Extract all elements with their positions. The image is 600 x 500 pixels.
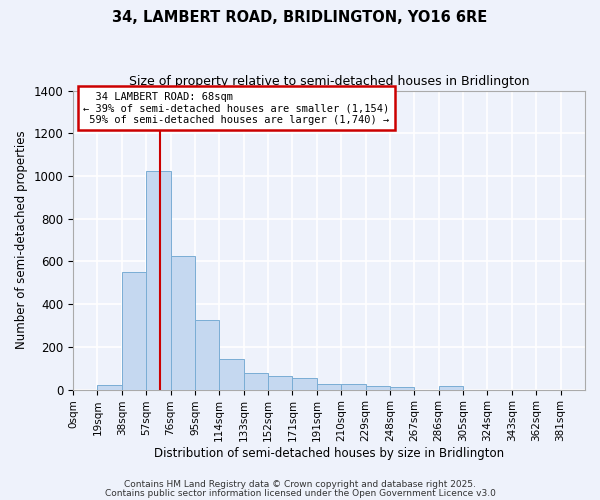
Text: Contains public sector information licensed under the Open Government Licence v3: Contains public sector information licen…	[104, 488, 496, 498]
Bar	[268, 376, 292, 390]
Title: Size of property relative to semi-detached houses in Bridlington: Size of property relative to semi-detach…	[129, 75, 529, 88]
Text: 34 LAMBERT ROAD: 68sqm  
← 39% of semi-detached houses are smaller (1,154)
 59% : 34 LAMBERT ROAD: 68sqm ← 39% of semi-det…	[83, 92, 389, 125]
Bar	[439, 386, 463, 390]
Bar	[195, 320, 220, 390]
Bar	[292, 378, 317, 390]
Bar	[390, 387, 415, 390]
X-axis label: Distribution of semi-detached houses by size in Bridlington: Distribution of semi-detached houses by …	[154, 447, 504, 460]
Text: 34, LAMBERT ROAD, BRIDLINGTON, YO16 6RE: 34, LAMBERT ROAD, BRIDLINGTON, YO16 6RE	[112, 10, 488, 25]
Bar	[122, 272, 146, 390]
Bar	[317, 384, 341, 390]
Bar	[97, 386, 122, 390]
Text: Contains HM Land Registry data © Crown copyright and database right 2025.: Contains HM Land Registry data © Crown c…	[124, 480, 476, 489]
Bar	[341, 384, 365, 390]
Bar	[170, 256, 195, 390]
Bar	[365, 386, 390, 390]
Bar	[220, 358, 244, 390]
Y-axis label: Number of semi-detached properties: Number of semi-detached properties	[15, 131, 28, 350]
Bar	[146, 170, 170, 390]
Bar	[244, 372, 268, 390]
